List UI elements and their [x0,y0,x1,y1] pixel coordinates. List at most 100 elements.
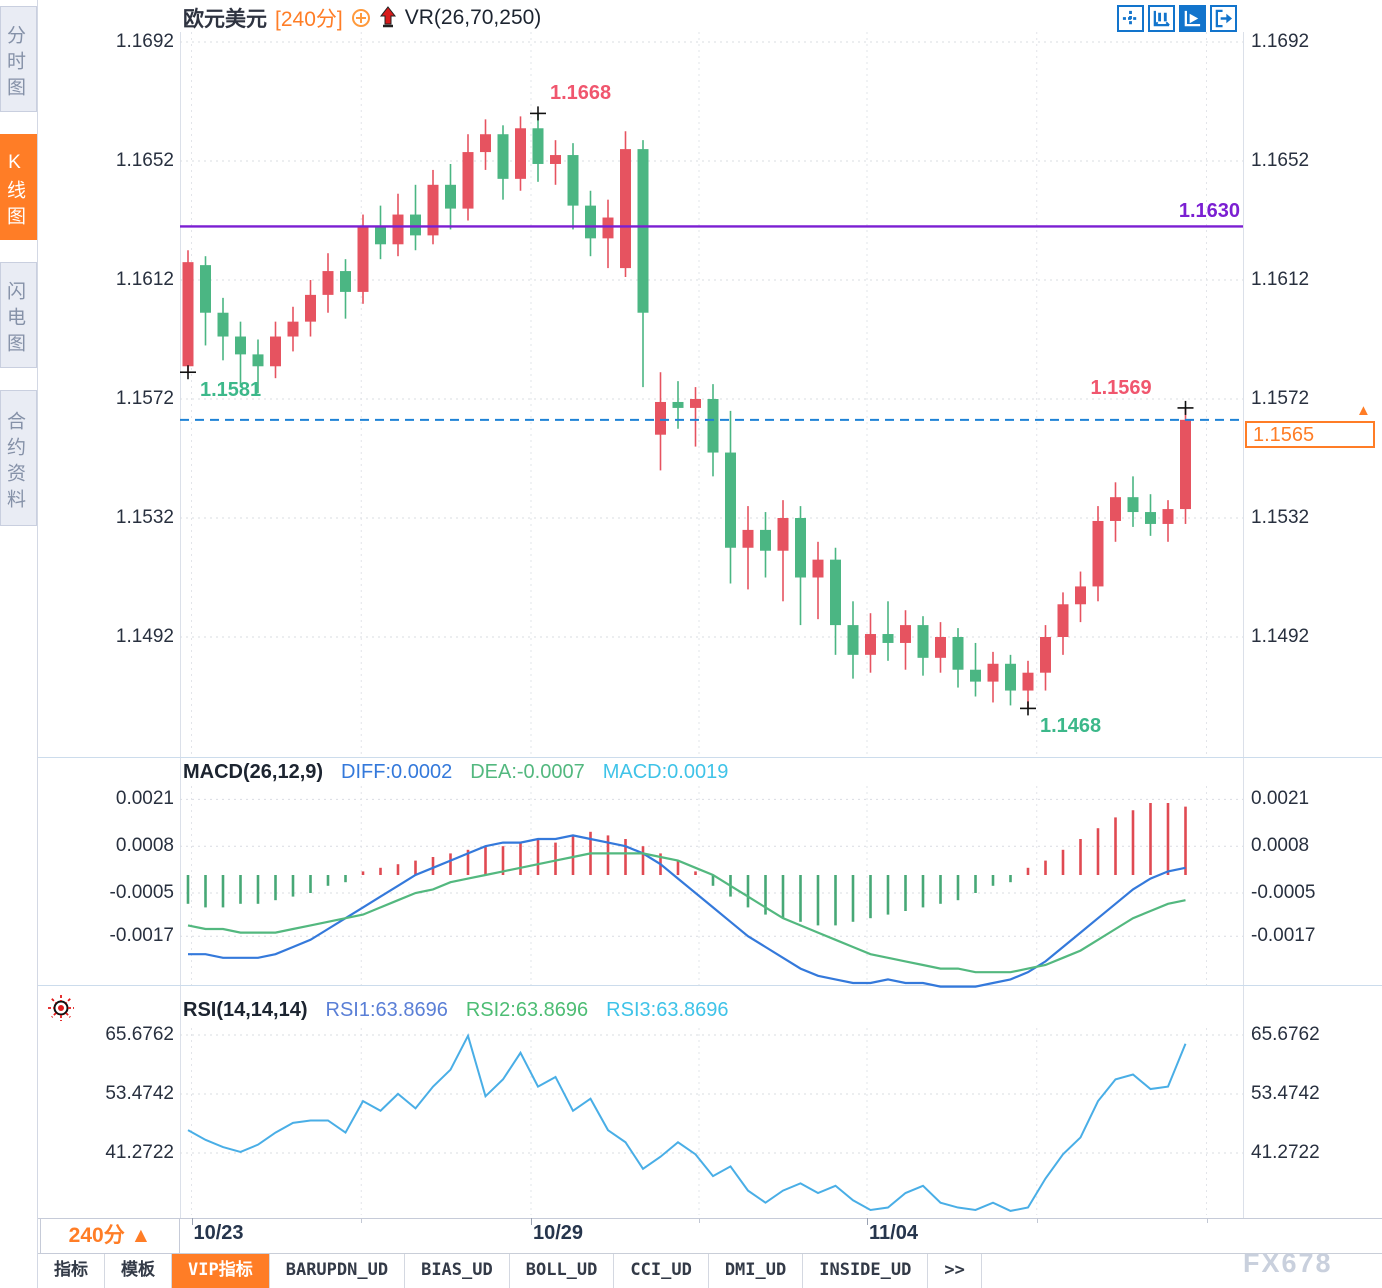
price-axis-label: 1.1572 [115,388,174,409]
date-tick [867,1218,868,1225]
price-axis-label: 1.1652 [1251,150,1310,171]
chart-header: 欧元美元 [240分] VR(26,70,250) [183,4,541,32]
price-axis-label: 1.1652 [115,150,174,171]
price-axis-label: 1.1492 [1251,626,1310,647]
symbol-title: 欧元美元 [183,8,267,31]
sidebar-tab-闪电图[interactable]: 闪电图 [0,262,37,368]
watermark: FX678 [1243,1248,1333,1278]
price-axis-label: 1.1532 [115,507,174,528]
rsi-axis-label: 53.4742 [105,1083,174,1104]
macd-legend-item: DEA:-0.0007 [470,761,585,783]
price-axis-label: 1.1692 [115,31,174,52]
plot-left-border [180,32,181,1218]
indicator-tab-BOLL_UD[interactable]: BOLL_UD [510,1254,615,1288]
high-price-label: 1.1668 [550,82,612,105]
date-tick [531,1218,532,1225]
macd-axis-label: 0.0021 [115,788,174,810]
indicator-tab-BIAS_UD[interactable]: BIAS_UD [405,1254,510,1288]
extreme-marker [530,106,546,121]
macd-axis-label: -0.0005 [1251,882,1316,903]
macd-legend: MACD(26,12,9) DIFF:0.0002 DEA:-0.0007 MACD:… [183,761,746,784]
chart-toolbar [1117,5,1237,32]
indicator-tabbar: 指标 模板 VIP指标 BARUPDN_UD BIAS_UD BOLL_UD CCI_UD D… [38,1253,1382,1288]
horizontal-line-label: 1.1630 [1178,200,1240,223]
circle-plus-icon[interactable] [351,8,371,28]
macd-diff-line [188,834,1186,988]
date-tick [191,1218,193,1225]
macd-legend-item: MACD(26,12,9) [183,761,324,783]
rsi-legend: RSI(14,14,14) RSI1:63.8696 RSI2:63.8696 RSI… [183,999,747,1022]
macd-plot[interactable] [186,803,1187,988]
macd-axis-label: -0.0017 [109,925,174,947]
price-axis-label: 1.1612 [1251,269,1310,290]
xaxis-strip [38,1218,1382,1253]
high-price-label: 1.1569 [1090,376,1152,399]
rsi-legend-item: RSI(14,14,14) [183,999,308,1021]
extreme-marker [1020,701,1036,716]
price-axis-label: 1.1572 [1251,388,1310,409]
extreme-marker [180,365,196,380]
macd-axis-label: -0.0017 [1251,925,1316,947]
gridlines [180,32,1243,1215]
minor-tick [1206,1218,1208,1223]
macd-legend-item: DIFF:0.0002 [341,761,453,783]
macd-axis-label: -0.0005 [109,882,174,903]
rsi-line [187,1033,1187,1212]
main-macd-separator [38,757,1382,758]
indicator-tab-DMI_UD[interactable]: DMI_UD [709,1254,804,1288]
minor-tick [361,1218,363,1223]
left-sidebar: 分时图 K线图闪电图合约资料 [0,0,38,1288]
rsi-axis-label: 53.4742 [1251,1083,1320,1104]
date-label: 11/04 [869,1222,918,1244]
rsi-legend-item: RSI2:63.8696 [465,999,589,1021]
indicator-tab-INSIDE_UD[interactable]: INSIDE_UD [803,1254,929,1288]
macd-rsi-separator [38,985,1382,986]
macd-axis-label: 0.0021 [1251,788,1310,810]
date-label: 10/23 [193,1222,244,1244]
period-badge[interactable]: [240分] [275,8,343,31]
red-up-arrow-icon[interactable] [379,6,397,30]
indicator-settings-sun-icon[interactable] [46,993,76,1028]
exit-right-icon[interactable] [1210,5,1237,32]
rsi-axis-label: 41.2722 [1251,1142,1320,1164]
price-axis-label: 1.1492 [115,626,174,647]
macd-axis-label: 0.0008 [1251,835,1310,857]
period-selector[interactable]: 240分 ▲ [40,1218,180,1254]
low-price-label: 1.1581 [200,379,262,402]
rsi-legend-item: RSI3:63.8696 [606,999,729,1021]
rsi-axis-label: 65.6762 [105,1024,174,1045]
plot-right-border [1243,32,1244,1218]
indicator-tab-VIP指标[interactable]: VIP指标 [172,1254,270,1288]
price-axis-label: 1.1692 [1251,31,1310,52]
date-label: 10/29 [533,1222,584,1244]
sidebar-tab-合约资料[interactable]: 合约资料 [0,390,37,526]
rsi-legend-item: RSI1:63.8696 [325,999,448,1021]
price-axis-label: 1.1532 [1251,507,1310,528]
axis-candle-icon[interactable] [1148,5,1175,32]
extreme-marker [1177,400,1194,415]
rsi-axis-label: 65.6762 [1251,1024,1320,1045]
sidebar-tab-K线图[interactable]: K线图 [0,134,37,240]
macd-axis-label: 0.0008 [115,835,174,857]
indicator-tab-模板[interactable]: 模板 [105,1254,172,1288]
minor-tick [699,1218,700,1223]
current-price-box: 1.1565 [1245,421,1375,448]
candlestick-plot[interactable] [182,113,1192,709]
indicator-tab->>[interactable]: >> [928,1254,982,1288]
low-price-label: 1.1468 [1040,715,1102,738]
axis-play-icon[interactable] [1179,5,1206,32]
pan-crosshair-icon[interactable] [1117,5,1144,32]
indicator-tab-CCI_UD[interactable]: CCI_UD [614,1254,709,1288]
indicator-tab-指标[interactable]: 指标 [38,1254,105,1288]
rsi-axis-label: 41.2722 [105,1142,174,1164]
minor-tick [1036,1218,1038,1223]
price-axis-label: 1.1612 [115,269,174,290]
macd-dea-line [187,852,1186,974]
macd-legend-item: MACD:0.0019 [602,761,729,783]
indicator-tab-BARUPDN_UD[interactable]: BARUPDN_UD [270,1254,406,1288]
overlay-indicator-label[interactable]: VR(26,70,250) [404,6,542,29]
price-up-arrow-icon: ▲ [1356,402,1371,419]
sidebar-tab-分时图[interactable]: 分时图 [0,6,37,112]
